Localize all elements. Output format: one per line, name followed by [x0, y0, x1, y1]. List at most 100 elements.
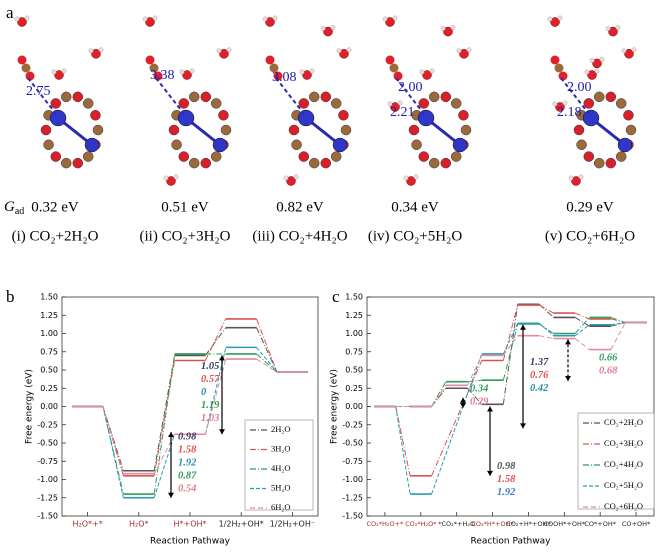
x-tick-label: CO₂+H*+OH* — [506, 520, 551, 528]
hydrogen-atom — [584, 69, 590, 75]
oxygen-atom — [605, 157, 617, 169]
legend-label: CO₂+2H₂O — [604, 417, 643, 427]
metal-atom — [617, 137, 633, 153]
oxygen-atom — [587, 70, 597, 80]
hydrogen-atom — [226, 47, 232, 53]
carbon-atom — [21, 63, 31, 73]
hydrogen-atom — [547, 16, 553, 22]
structure — [142, 15, 232, 186]
annotation: 0.42 — [530, 383, 549, 394]
connector — [610, 316, 626, 324]
metal-atom — [417, 109, 435, 127]
connector — [466, 355, 483, 386]
hydrogen-atom — [330, 25, 336, 30]
system-name: (iv) CO₂+5H₂O — [368, 228, 462, 244]
distance-line — [275, 77, 305, 115]
oxygen-atom — [406, 176, 416, 186]
oxygen-atom — [182, 70, 192, 80]
y-tick-label: -0.75 — [37, 457, 58, 466]
legend-box — [244, 419, 314, 511]
hydrogen-atom — [309, 68, 315, 74]
hydrogen-atom — [387, 101, 393, 107]
y-tick-label: -1.25 — [342, 493, 363, 502]
oxygen-atom — [90, 109, 101, 121]
connector — [431, 385, 447, 407]
connector — [610, 322, 626, 326]
oxygen-atom — [418, 151, 430, 162]
carbon-atom — [450, 151, 462, 162]
y-tick-label: -0.75 — [342, 457, 363, 466]
gad-subscript: ad — [15, 206, 24, 217]
hydrogen-atom — [413, 174, 419, 180]
metal-atom — [177, 109, 195, 127]
y-axis-label: Free energy (eV) — [25, 369, 35, 444]
arrow-head — [460, 397, 466, 403]
connector — [502, 304, 519, 405]
arrow-head — [520, 423, 526, 429]
oxygen-atom — [200, 157, 212, 169]
connector — [574, 317, 590, 334]
oxygen-atom — [550, 17, 560, 27]
distance-label: 3.08 — [272, 70, 297, 85]
carbon-atom — [460, 124, 472, 136]
carbon-atom — [330, 151, 342, 162]
annotation: 0.68 — [599, 366, 618, 377]
distance-label: 3.38 — [150, 68, 175, 83]
hydrogen-atom — [599, 57, 605, 62]
oxygen-atom — [608, 26, 618, 37]
x-tick-label: 1/2H₂+OH* — [219, 520, 264, 529]
y-tick-label: -0.50 — [342, 439, 363, 448]
y-tick-label: 1.25 — [345, 311, 363, 320]
y-tick-label: -0.25 — [37, 420, 58, 429]
adsorption-energy: 0.32 eV — [31, 199, 79, 215]
connector — [538, 322, 554, 337]
connector — [574, 324, 590, 337]
connector — [467, 387, 483, 405]
annotation: 0.76 — [530, 370, 549, 381]
annotation: 0.57 — [201, 374, 220, 385]
connector — [153, 360, 176, 476]
connector — [502, 323, 519, 381]
arrow-head — [520, 324, 526, 330]
carbon-atom — [428, 91, 440, 103]
carbon-atom — [82, 98, 94, 109]
connector — [395, 406, 411, 476]
y-tick-label: 0.00 — [345, 402, 363, 411]
y-axis-label: Free energy (eV) — [330, 369, 340, 444]
oxygen-atom — [440, 91, 452, 103]
carbon-atom — [428, 157, 440, 169]
hydrogen-atom — [605, 26, 611, 31]
carbon-atom — [149, 63, 159, 73]
hydrogen-atom — [262, 16, 268, 22]
oxygen-atom — [298, 151, 310, 162]
oxygen-atom — [555, 102, 565, 112]
y-tick-label: 1.50 — [40, 293, 58, 302]
x-tick-label: *CO₂*+H₂O — [438, 520, 475, 528]
annotation: 1.37 — [530, 357, 549, 368]
hydrogen-atom — [142, 16, 148, 22]
connector — [256, 353, 278, 373]
hydrogen-atom — [392, 15, 398, 21]
oxygen-atom — [550, 55, 560, 65]
oxygen-atom — [573, 124, 585, 136]
carbon-atom — [593, 91, 605, 103]
hydrogen-atom — [578, 174, 584, 180]
carbon-atom — [188, 157, 200, 169]
legend-label: 3H₂O — [271, 443, 291, 453]
hydrogen-atom — [615, 25, 621, 30]
connector — [256, 318, 278, 373]
x-tick-label: CO₂*H₂O+* — [367, 520, 405, 528]
y-tick-label: 1.25 — [40, 311, 58, 320]
carbon-atom — [60, 157, 72, 169]
distance-line — [395, 77, 425, 115]
connector — [538, 304, 554, 314]
oxygen-atom — [178, 98, 190, 109]
oxygen-atom — [40, 124, 52, 136]
y-tick-label: 0.25 — [40, 384, 58, 393]
hydrogen-atom — [152, 15, 158, 21]
oxygen-atom — [458, 109, 469, 121]
y-tick-label: -0.25 — [342, 420, 363, 429]
carbon-atom — [308, 157, 320, 169]
hydrogen-atom — [88, 48, 94, 54]
annotation: 0.66 — [599, 353, 618, 364]
